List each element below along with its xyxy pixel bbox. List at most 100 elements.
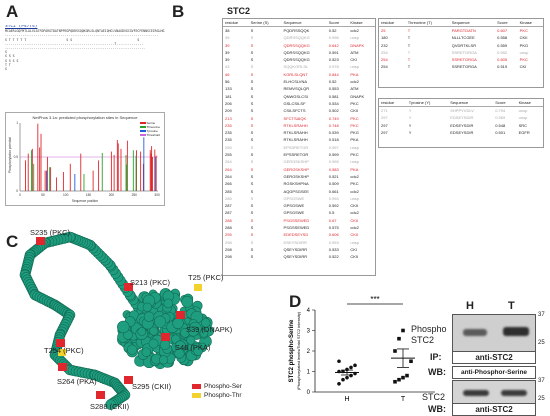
tyrosine-cell: SRC bbox=[518, 122, 528, 128]
serine-cell: REMVSQLQR bbox=[283, 86, 310, 92]
wb-label-1: WB: bbox=[428, 367, 446, 377]
serine-cell: 0.642 bbox=[328, 42, 339, 48]
site-label-s235: S235 (PKC) bbox=[30, 228, 71, 237]
significance-stars: *** bbox=[370, 295, 379, 304]
serine-cell: 0.67 bbox=[328, 217, 337, 223]
residue-sphere bbox=[143, 311, 155, 322]
y-tick-label: 4 bbox=[307, 308, 311, 314]
x-tick-label: 250 bbox=[132, 193, 138, 197]
serine-cell: 288 bbox=[225, 225, 232, 231]
point-t bbox=[401, 375, 405, 380]
serine-cell: GPSGSWE bbox=[283, 203, 305, 209]
serine-cell: cdc2 bbox=[350, 173, 359, 179]
serine-cell: 39 bbox=[225, 57, 230, 63]
site-label-s213: S213 (PKC) bbox=[130, 278, 171, 287]
sequence-line: ........................................… bbox=[5, 33, 159, 38]
serine-header-cell: Serine (S) bbox=[248, 19, 282, 27]
serine-header-cell: Score bbox=[326, 19, 349, 27]
netphos-xlabel: Sequence position bbox=[71, 199, 99, 203]
threonine-cell: T bbox=[407, 49, 411, 55]
serine-row: 43 S SQQKGRLSL 0.978 unsp bbox=[223, 63, 375, 70]
x-tick-label: 100 bbox=[63, 193, 69, 197]
x-tick-label: 200 bbox=[109, 193, 115, 197]
serine-row: 288 S PSGSSEWED 0.575 cdc2 bbox=[223, 224, 375, 231]
protein-ribbon bbox=[19, 231, 215, 410]
threonine-cell: 232 bbox=[381, 42, 388, 48]
x-category-label: T bbox=[401, 396, 406, 403]
threonine-table: residue Threonine (T) Sequence Score Kinase … bbox=[378, 18, 544, 88]
phospho-blot bbox=[452, 314, 536, 352]
serine-cell: GERGSKSHP bbox=[283, 166, 309, 172]
serine-cell: cdc2 bbox=[350, 79, 359, 85]
threonine-row: 180 T NLLLTCGEE 0.558 CKII bbox=[379, 34, 543, 41]
serine-cell: 285 bbox=[225, 188, 232, 194]
threonine-cell: T bbox=[407, 57, 411, 63]
serine-row: 285 S GPSGSWE 0.994 unsp bbox=[223, 195, 375, 202]
serine-cell: 288 bbox=[225, 217, 232, 223]
serine-cell: S bbox=[250, 130, 254, 136]
serine-row: 39 S QDRSSQQKG 0.523 CKI bbox=[223, 56, 375, 63]
panel-d-letter: D bbox=[289, 292, 302, 311]
threonine-cell: PARGTDATN bbox=[451, 28, 476, 33]
serine-cell: ATM bbox=[350, 86, 359, 92]
serine-cell: S bbox=[250, 137, 254, 143]
serine-cell: 0.583 bbox=[328, 166, 339, 172]
site-label-s39: S39 (DNAPK) bbox=[186, 325, 233, 334]
threonine-cell: 0.559 bbox=[497, 42, 508, 48]
serine-row: 255 S EPSSRETGR 0.997 unsp bbox=[223, 144, 375, 151]
serine-cell: 39 bbox=[225, 42, 230, 48]
phospho-ser-site bbox=[124, 376, 133, 384]
stc2-blot-label: STC2 bbox=[422, 392, 446, 402]
serine-cell: 56 bbox=[225, 79, 230, 85]
serine-cell: QSEYSDIRR bbox=[283, 254, 308, 260]
legend-threshold: Threshold bbox=[139, 133, 160, 137]
serine-cell: S bbox=[250, 246, 254, 252]
threonine-row: 254 T SSRETGRGA 0.992 unsp bbox=[379, 49, 543, 56]
serine-row: 209 S CSILSFCTS 0.502 CKII bbox=[223, 107, 375, 114]
serine-cell: PKC bbox=[350, 181, 359, 187]
serine-cell: S bbox=[250, 71, 254, 77]
y-tick-label: 1 bbox=[307, 370, 311, 376]
serine-cell: CKII bbox=[350, 232, 359, 238]
serine-cell: unsp bbox=[350, 144, 360, 150]
y-tick-label: 2 bbox=[307, 349, 311, 355]
serine-cell: RTKLSRAHH bbox=[283, 122, 308, 128]
threonine-cell: T bbox=[407, 28, 411, 33]
serine-row: 46 S KGRLSLQNT 0.844 PKA bbox=[223, 71, 375, 78]
residue-sphere bbox=[149, 326, 159, 336]
residue-sphere bbox=[172, 317, 184, 330]
serine-row: 298 S QSEYSDIRR 0.533 CKI bbox=[223, 246, 375, 253]
point-t bbox=[405, 373, 409, 378]
tyrosine-cell: 297 bbox=[381, 129, 388, 135]
tyrosine-cell: unsp bbox=[518, 115, 528, 121]
serine-cell: 38 bbox=[225, 28, 230, 33]
d-ylabel2: (Phosphorylated levels/Total STC2 intens… bbox=[296, 311, 301, 390]
serine-cell: unsp bbox=[350, 159, 360, 165]
residue-sphere bbox=[193, 346, 203, 356]
serine-cell: CKII bbox=[350, 254, 359, 260]
serine-cell: PKC bbox=[350, 122, 359, 128]
phospho-ser-site bbox=[96, 391, 105, 399]
serine-cell: 0.606 bbox=[328, 232, 339, 238]
serine-cell: 133 bbox=[225, 86, 232, 92]
serine-cell: QDRSSQQKG bbox=[283, 35, 310, 41]
stc2-blot bbox=[452, 380, 536, 404]
serine-cell: 0.509 bbox=[328, 181, 339, 187]
threonine-cell: 254 bbox=[381, 49, 388, 55]
serine-cell: unsp bbox=[350, 35, 360, 41]
tyrosine-cell: SHPPYVDLV bbox=[450, 108, 474, 113]
phospho-stc2-label: Phospho STC2 bbox=[411, 324, 447, 345]
threonine-cell: PKG bbox=[519, 42, 529, 48]
serine-row: 235 S RTKLSRAHH 0.518 PKA bbox=[223, 136, 375, 143]
tyrosine-table: residue Tyrosine (Y) Sequence Score Kinase 2… bbox=[378, 98, 544, 148]
serine-cell: S bbox=[250, 93, 254, 99]
serine-cell: ATM bbox=[350, 49, 359, 55]
serine-cell: PKA bbox=[350, 166, 359, 172]
serine-cell: 0.502 bbox=[328, 108, 339, 114]
serine-row: 264 S GERGSKSHP 0.583 PKA bbox=[223, 166, 375, 173]
residue-sphere bbox=[158, 355, 169, 365]
serine-row: 266 S RGSKSHPNA 0.509 PKC bbox=[223, 180, 375, 187]
threonine-cell: SSRETGRGA bbox=[451, 57, 477, 63]
serine-cell: S bbox=[250, 159, 254, 165]
serine-cell: S bbox=[250, 28, 254, 33]
